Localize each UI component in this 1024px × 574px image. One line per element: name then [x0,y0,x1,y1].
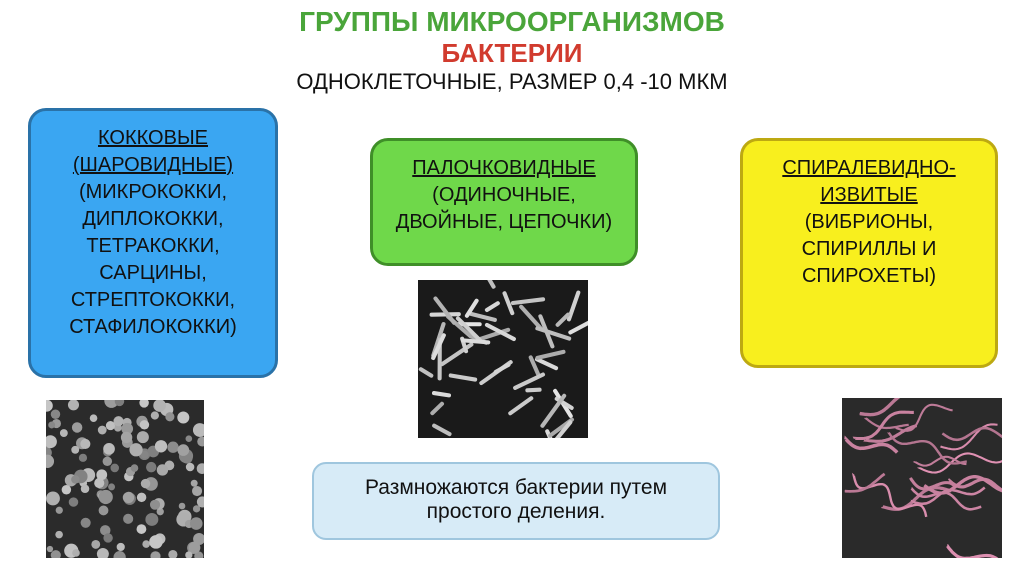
card-cocci-body: (МИКРОКОККИ, ДИПЛОКОККИ, ТЕТРАКОККИ, САР… [43,179,263,341]
image-rods [418,280,588,438]
title-subtitle: ОДНОКЛЕТОЧНЫЕ, РАЗМЕР 0,4 -10 МКМ [0,69,1024,95]
rods-svg [418,280,588,438]
header: ГРУППЫ МИКРООРГАНИЗМОВ БАКТЕРИИ ОДНОКЛЕТ… [0,0,1024,95]
reproduction-note: Размножаются бактерии путем простого дел… [312,462,720,540]
card-spiral: СПИРАЛЕВИДНО-ИЗВИТЫЕ (ВИБРИОНЫ, СПИРИЛЛЫ… [740,138,998,368]
card-spiral-title: СПИРАЛЕВИДНО-ИЗВИТЫЕ [755,155,983,209]
reproduction-note-text: Размножаются бактерии путем простого дел… [365,476,667,523]
title-bacteria: БАКТЕРИИ [0,38,1024,69]
image-spiral [842,398,1002,558]
title-groups: ГРУППЫ МИКРООРГАНИЗМОВ [0,6,1024,38]
card-spiral-body: (ВИБРИОНЫ, СПИРИЛЛЫ И СПИРОХЕТЫ) [755,209,983,290]
cocci-svg [46,400,204,558]
card-rods-title: ПАЛОЧКОВИДНЫЕ [385,155,623,182]
card-rods: ПАЛОЧКОВИДНЫЕ (ОДИНОЧНЫЕ, ДВОЙНЫЕ, ЦЕПОЧ… [370,138,638,266]
image-cocci [46,400,204,558]
card-rods-body: (ОДИНОЧНЫЕ, ДВОЙНЫЕ, ЦЕПОЧКИ) [385,182,623,236]
card-cocci-title: КОККОВЫЕ (ШАРОВИДНЫЕ) [43,125,263,179]
spiral-svg [842,398,1002,558]
card-cocci: КОККОВЫЕ (ШАРОВИДНЫЕ) (МИКРОКОККИ, ДИПЛО… [28,108,278,378]
